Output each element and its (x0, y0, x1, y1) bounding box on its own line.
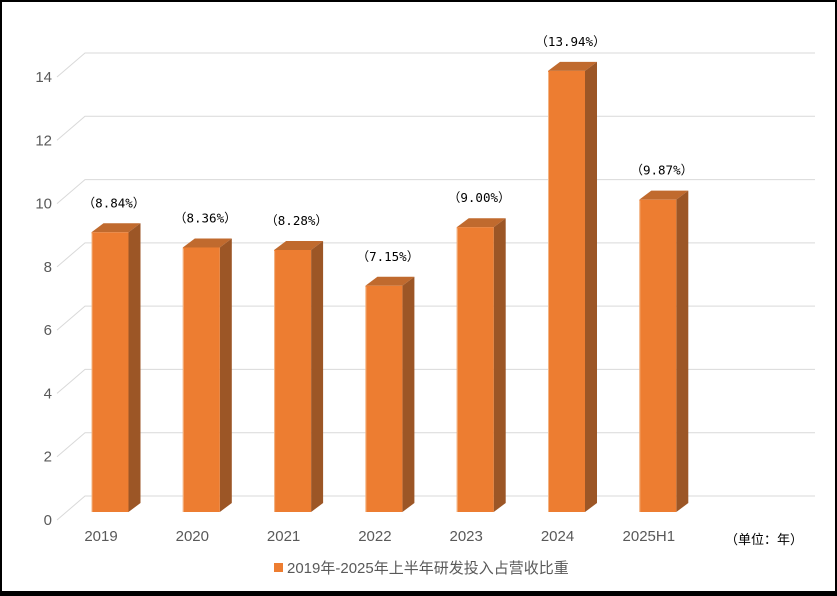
bar-side-face (128, 223, 141, 512)
bar-side-face (585, 61, 597, 513)
x-axis-category-label: 2022 (358, 528, 391, 545)
gridline (56, 495, 815, 521)
bar-front-face (639, 199, 677, 512)
bar-data-label: （13.94%） (535, 34, 605, 49)
bar-front-face (365, 285, 403, 512)
y-axis-tick-label: 2 (44, 449, 52, 466)
bar-front-face (548, 70, 585, 513)
bar-top-face (639, 190, 689, 200)
bar-top-face (456, 218, 506, 228)
bar-top-face (365, 276, 415, 286)
bar-data-label: （9.00%） (448, 190, 511, 205)
bar-top-face (274, 240, 324, 250)
legend-label: 2019年-2025年上半年研发投入占营收比重 (287, 560, 569, 577)
legend: 2019年-2025年上半年研发投入占营收比重 (274, 557, 569, 578)
bar-data-label: （7.15%） (357, 249, 420, 264)
y-axis-tick-label: 0 (44, 512, 52, 529)
unit-note-label: （单位：年） (725, 532, 804, 547)
bar-top-face (548, 61, 597, 71)
gridline (56, 305, 815, 331)
x-axis-category-label: 2024 (541, 528, 574, 545)
gridline (56, 432, 815, 458)
x-axis-category-label: 2019 (84, 528, 117, 545)
x-axis-category-label: 2023 (450, 528, 483, 545)
gridline (56, 179, 815, 204)
x-axis-category-label: 2020 (176, 528, 209, 545)
gridline (56, 52, 815, 78)
gridline (56, 368, 815, 394)
y-axis-tick-label: 4 (44, 385, 52, 402)
gridline (56, 242, 815, 268)
x-axis-category-label: 2021 (267, 528, 300, 545)
y-axis-tick-label: 6 (44, 322, 52, 339)
bar-front-face (91, 232, 129, 512)
bar-side-face (311, 240, 324, 512)
gridline (56, 115, 815, 141)
bar-data-label: （8.28%） (265, 213, 328, 228)
y-axis-tick-label: 8 (44, 259, 52, 276)
x-axis-category-label: 2025H1 (623, 528, 676, 545)
bar-side-face (493, 218, 506, 512)
bar-side-face (219, 238, 232, 512)
bar-side-face (402, 276, 415, 512)
y-axis-tick-label: 10 (35, 196, 52, 213)
bar-front-face (456, 227, 494, 512)
y-axis-tick-label: 12 (35, 132, 52, 149)
bar-data-label: （9.87%） (630, 163, 693, 178)
bar-front-face (182, 247, 220, 512)
bar-data-label: （8.36%） (174, 210, 237, 225)
bar-top-face (182, 238, 232, 248)
bar-top-face (91, 223, 141, 233)
bar-data-label: （8.84%） (83, 195, 146, 210)
bar-front-face (274, 249, 312, 512)
y-axis-tick-label: 14 (35, 69, 52, 86)
bar-side-face (676, 190, 689, 512)
legend-swatch-icon (274, 563, 283, 572)
